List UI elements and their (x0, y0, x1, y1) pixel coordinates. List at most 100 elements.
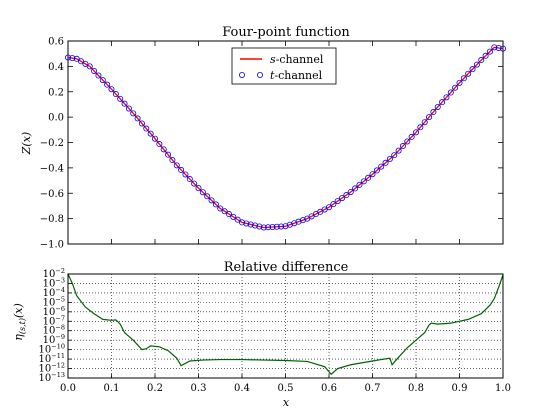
t-channel-point (169, 157, 176, 164)
t-channel-point (221, 208, 228, 215)
t-channel-point (143, 125, 150, 132)
t-channel-point (278, 223, 285, 230)
t-channel-point (238, 219, 245, 226)
t-channel-point (299, 217, 306, 224)
relative-difference-line (68, 274, 503, 376)
t-channel-point (347, 188, 354, 195)
t-channel-point (373, 167, 380, 174)
t-channel-point (104, 81, 111, 88)
t-channel-point (391, 152, 398, 159)
t-channel-point (334, 198, 341, 205)
four-point-chart: Four-point function 0.6 0.4 0.2 0.0 −0.2 −0.4… (20, 25, 506, 251)
legend-box (231, 47, 337, 85)
t-channel-point (356, 181, 363, 188)
x-tick-label: 1.0 (495, 383, 511, 394)
top-plot-area: 0.6 0.4 0.2 0.0 −0.2 −0.4 −0.6 −0.8 −1.0 s-channe… (40, 37, 506, 251)
t-channel-point (95, 72, 102, 79)
t-channel-point (256, 223, 263, 230)
x-tick-label: 0.5 (278, 383, 294, 394)
t-channel-point (291, 220, 298, 227)
t-channel-point (491, 44, 498, 51)
t-channel-point (117, 95, 124, 102)
t-channel-point (147, 130, 154, 137)
t-channel-point (182, 171, 189, 178)
t-channel-point (91, 67, 98, 74)
t-channel-point (225, 211, 232, 218)
t-channel-point (395, 147, 402, 154)
t-channel-point (417, 124, 424, 131)
t-channel-point (447, 89, 454, 96)
t-channel-point (186, 176, 193, 183)
t-channel-point (486, 48, 493, 55)
t-channel-point (121, 100, 128, 107)
t-channel-point (260, 224, 267, 231)
y-tick-label: −0.2 (40, 138, 64, 149)
bottom-x-axis-label: x (283, 396, 290, 409)
t-channel-point (412, 129, 419, 136)
t-channel-point (426, 114, 433, 121)
t-channel-point (156, 141, 163, 148)
t-channel-point (173, 162, 180, 169)
t-channel-point (325, 204, 332, 211)
x-tick-label: 0.1 (104, 383, 120, 394)
t-channel-point (208, 197, 215, 204)
t-channel-point (134, 115, 141, 122)
t-channel-point (499, 45, 506, 52)
t-channel-point (439, 99, 446, 106)
t-channel-point (443, 94, 450, 101)
x-tick-label: 0.8 (408, 383, 424, 394)
t-channel-point (234, 216, 241, 223)
t-channel-point (360, 178, 367, 185)
t-channel-point (160, 146, 167, 153)
t-channel-point (99, 77, 106, 84)
t-channel-point (282, 223, 289, 230)
t-channel-point (273, 223, 280, 230)
y-tick-label: 0.6 (48, 37, 64, 48)
t-channel-point (151, 135, 158, 142)
t-channel-point (112, 91, 119, 98)
legend-t-channel-swatch (238, 72, 245, 79)
t-channel-point (478, 57, 485, 64)
s-channel-line (67, 46, 504, 229)
t-channel-point (452, 84, 459, 91)
t-channel-point (473, 61, 480, 68)
y-tick-label: −0.8 (40, 214, 64, 225)
t-channel-point (78, 58, 85, 65)
t-channel-point (269, 223, 276, 230)
t-channel-point (73, 55, 80, 62)
t-channel-point (352, 185, 359, 192)
x-tick-label: 0.2 (147, 383, 163, 394)
t-channel-point (421, 119, 428, 126)
t-channel-point (482, 52, 489, 59)
t-channel-point (339, 195, 346, 202)
t-channel-point (386, 155, 393, 162)
top-y-axis-label: Z(x) (20, 132, 33, 155)
t-channel-point (165, 151, 172, 158)
t-channel-point (469, 66, 476, 73)
t-channel-point (456, 79, 463, 86)
top-chart-title: Four-point function (222, 25, 350, 40)
t-channel-point (265, 224, 272, 231)
t-channel-point (82, 60, 89, 67)
t-channel-point (195, 185, 202, 192)
t-channel-point (495, 44, 502, 51)
y-tick-label: −0.6 (40, 189, 64, 200)
y-tick-label: −0.4 (40, 163, 64, 174)
y-tick-label: 0.2 (48, 87, 64, 98)
legend-s-channel-label: s-channel (270, 53, 324, 66)
t-channel-point (408, 133, 415, 140)
t-channel-point (65, 54, 72, 61)
x-tick-label: 0.7 (365, 383, 381, 394)
t-channel-point (434, 103, 441, 110)
t-channel-point (243, 220, 250, 227)
t-channel-point (230, 213, 237, 220)
t-channel-point (369, 171, 376, 178)
t-channel-point (460, 75, 467, 82)
y-tick-label: 0.4 (48, 62, 64, 73)
bottom-plot-frame (67, 273, 504, 379)
t-channel-point (286, 221, 293, 228)
t-channel-point (465, 70, 472, 77)
t-channel-point (138, 120, 145, 127)
t-channel-point (217, 205, 224, 212)
